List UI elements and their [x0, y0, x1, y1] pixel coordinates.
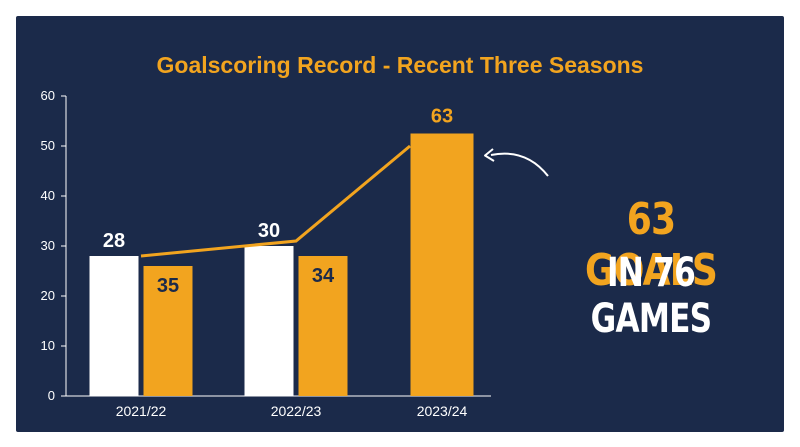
- data-label: 30: [258, 220, 280, 242]
- chart-panel: 0 10 20 30 40 50 60 2021/22 2022/23 2023/24 28 35 30…: [16, 16, 784, 432]
- callout-games: IN 76 GAMES: [590, 250, 712, 342]
- data-label: 35: [157, 275, 179, 297]
- y-tick-label: 50: [41, 138, 55, 153]
- data-label: 34: [312, 265, 335, 287]
- x-category-label: 2021/22: [116, 403, 167, 419]
- bar-orange: [410, 133, 474, 396]
- bar-orange: [143, 266, 193, 396]
- bar-white: [244, 246, 294, 396]
- y-tick-label: 40: [41, 188, 55, 203]
- chart-title: Goalscoring Record - Recent Three Season…: [156, 52, 644, 78]
- callout-goals: 63 GOALS: [584, 194, 718, 296]
- y-tick-label: 20: [41, 288, 55, 303]
- bar-white: [89, 256, 139, 396]
- y-tick-label: 0: [48, 388, 55, 403]
- y-tick-label: 60: [41, 88, 55, 103]
- trend-line: [140, 144, 411, 258]
- y-tick-label: 10: [41, 338, 55, 353]
- data-label: 28: [103, 230, 125, 252]
- x-category-label: 2022/23: [271, 403, 322, 419]
- y-tick-label: 30: [41, 238, 55, 253]
- x-category-label: 2023/24: [417, 403, 468, 419]
- callout-arrow: [490, 152, 549, 177]
- data-label: 63: [431, 106, 453, 128]
- bar-orange: [298, 256, 348, 396]
- callout-arrowhead: [484, 148, 495, 162]
- bar-chart: 0 10 20 30 40 50 60 2021/22 2022/23 2023/24 28 35 30…: [41, 88, 549, 419]
